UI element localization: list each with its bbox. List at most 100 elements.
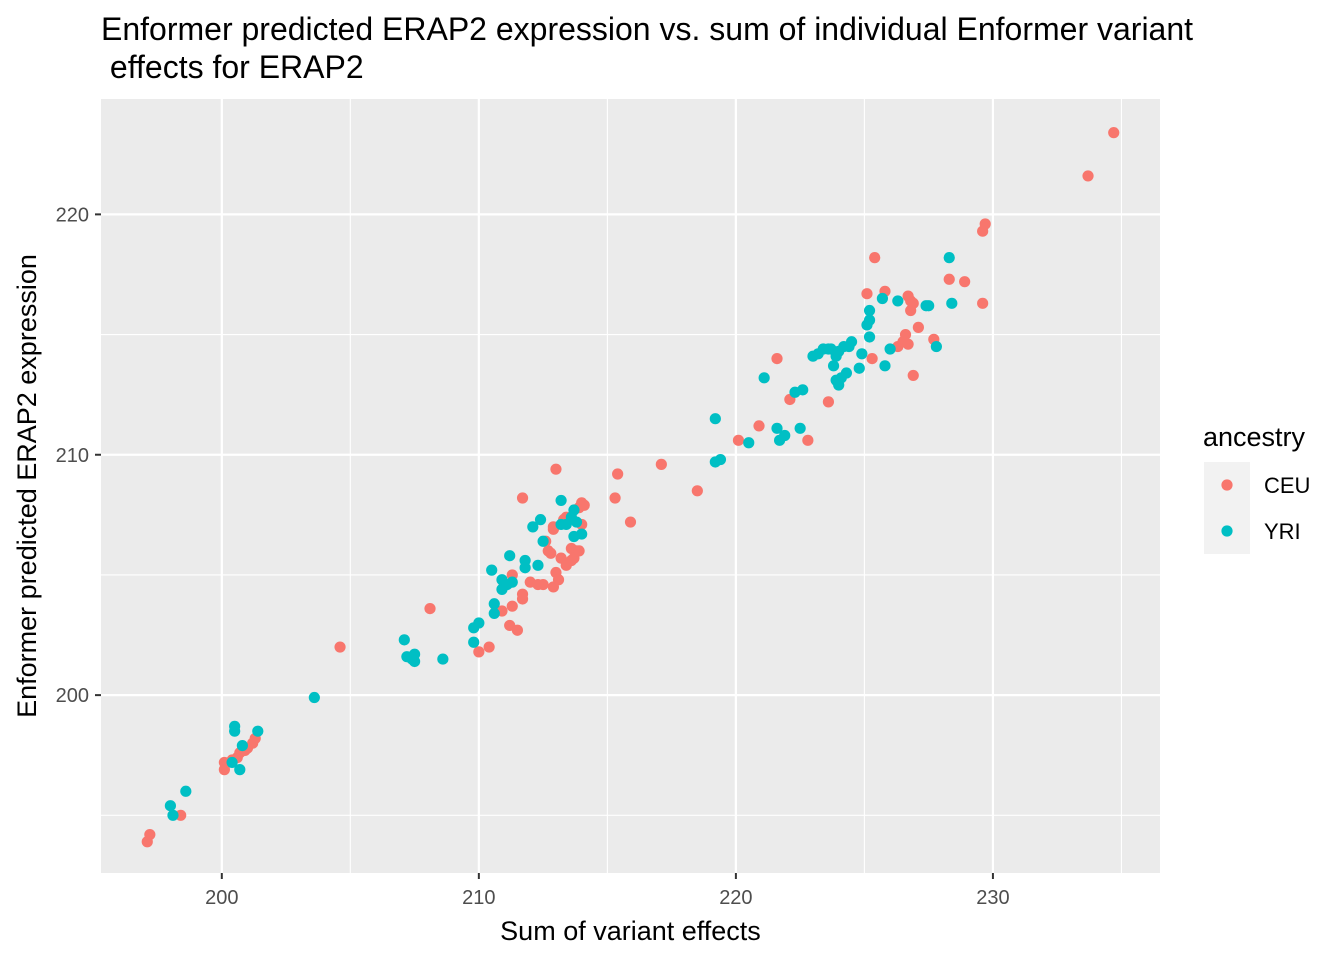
minor-gridlines bbox=[101, 99, 1160, 873]
x-tick-label: 210 bbox=[462, 887, 495, 909]
data-point-ceu bbox=[511, 624, 524, 636]
data-point-ceu bbox=[516, 492, 529, 504]
chart-title: Enformer predicted ERAP2 expression vs. … bbox=[101, 11, 1193, 85]
data-point-yri bbox=[856, 348, 868, 360]
data-point-yri bbox=[532, 559, 544, 571]
data-point-ceu bbox=[552, 574, 565, 586]
data-point-ceu bbox=[424, 602, 436, 615]
data-point-yri bbox=[892, 295, 904, 307]
data-point-yri bbox=[797, 384, 809, 396]
data-point-ceu bbox=[334, 641, 346, 653]
x-tick-label: 200 bbox=[205, 887, 238, 909]
data-point-yri bbox=[884, 343, 896, 355]
chart-title-line-1: Enformer predicted ERAP2 expression vs. … bbox=[101, 11, 1193, 47]
y-tick-label: 210 bbox=[56, 445, 89, 467]
data-point-ceu bbox=[473, 646, 485, 658]
y-tick-label: 220 bbox=[56, 204, 89, 226]
data-point-yri bbox=[408, 648, 421, 660]
legend-key-swatch bbox=[1221, 479, 1233, 491]
data-point-yri bbox=[863, 314, 876, 326]
data-point-ceu bbox=[550, 463, 562, 475]
x-axis-title: Sum of variant effects bbox=[500, 916, 761, 946]
data-point-yri bbox=[879, 360, 891, 372]
data-point-yri bbox=[576, 528, 588, 540]
series-yri-points bbox=[164, 252, 958, 821]
data-point-ceu bbox=[979, 218, 991, 230]
data-point-ceu bbox=[822, 396, 835, 408]
data-point-yri bbox=[229, 720, 241, 732]
data-point-yri bbox=[845, 336, 858, 348]
data-point-yri bbox=[504, 550, 516, 562]
legend-label-yri: YRI bbox=[1264, 519, 1301, 544]
data-points bbox=[141, 127, 1120, 848]
data-point-yri bbox=[943, 252, 955, 264]
data-point-ceu bbox=[624, 516, 637, 528]
data-point-yri bbox=[437, 653, 449, 665]
data-point-ceu bbox=[899, 328, 912, 341]
data-point-yri bbox=[743, 437, 755, 449]
major-gridlines bbox=[101, 99, 1160, 873]
data-point-yri bbox=[398, 634, 410, 646]
data-point-ceu bbox=[516, 588, 529, 600]
x-tick-label: 230 bbox=[976, 887, 1009, 909]
data-point-ceu bbox=[537, 578, 549, 591]
data-point-yri bbox=[570, 516, 583, 528]
data-point-ceu bbox=[545, 547, 557, 559]
data-point-yri bbox=[468, 636, 480, 648]
data-point-ceu bbox=[175, 809, 187, 821]
data-point-ceu bbox=[753, 420, 765, 432]
data-point-ceu bbox=[771, 353, 783, 365]
data-point-yri bbox=[506, 576, 518, 588]
data-point-ceu bbox=[907, 297, 919, 309]
data-point-ceu bbox=[861, 288, 873, 300]
data-point-yri bbox=[234, 764, 246, 776]
data-point-yri bbox=[827, 360, 840, 372]
data-point-ceu bbox=[959, 276, 971, 288]
data-point-ceu bbox=[144, 828, 156, 841]
data-point-ceu bbox=[691, 485, 703, 497]
data-point-ceu bbox=[1082, 170, 1094, 182]
data-point-ceu bbox=[912, 321, 924, 333]
data-point-ceu bbox=[578, 499, 590, 511]
data-point-yri bbox=[771, 422, 783, 434]
legend-label-ceu: CEU bbox=[1264, 473, 1310, 498]
data-point-yri bbox=[488, 607, 500, 619]
data-point-yri bbox=[226, 756, 238, 769]
data-point-yri bbox=[923, 300, 935, 312]
data-point-yri bbox=[758, 372, 770, 384]
data-point-yri bbox=[486, 564, 498, 576]
x-tick-label: 220 bbox=[719, 887, 752, 909]
data-point-yri bbox=[167, 809, 179, 821]
legend-item-ceu: CEU bbox=[1204, 462, 1310, 508]
data-point-ceu bbox=[902, 338, 914, 350]
data-point-yri bbox=[236, 740, 248, 752]
legend-item-yri: YRI bbox=[1204, 508, 1301, 554]
data-point-ceu bbox=[869, 252, 881, 264]
data-point-yri bbox=[164, 800, 177, 812]
data-point-ceu bbox=[506, 600, 518, 612]
data-point-yri bbox=[709, 413, 721, 425]
y-axis-ticks: 200 210 220 bbox=[56, 204, 101, 707]
data-point-yri bbox=[527, 521, 539, 533]
data-point-yri bbox=[876, 292, 888, 305]
data-point-yri bbox=[779, 429, 791, 442]
data-point-ceu bbox=[802, 434, 814, 446]
data-point-ceu bbox=[483, 641, 495, 653]
data-point-yri bbox=[180, 785, 192, 797]
data-point-yri bbox=[946, 297, 958, 309]
data-point-yri bbox=[568, 504, 580, 516]
legend-key-swatch bbox=[1221, 525, 1233, 537]
data-point-yri bbox=[863, 304, 876, 317]
chart-title-line-2: effects for ERAP2 bbox=[101, 49, 364, 85]
data-point-yri bbox=[930, 340, 942, 353]
legend-title: ancestry bbox=[1203, 422, 1306, 452]
data-point-yri bbox=[519, 554, 531, 567]
data-point-ceu bbox=[977, 297, 989, 309]
data-point-ceu bbox=[732, 434, 745, 446]
data-point-yri bbox=[840, 367, 853, 379]
data-point-ceu bbox=[1108, 127, 1120, 139]
data-point-ceu bbox=[655, 458, 667, 470]
data-point-ceu bbox=[609, 492, 621, 504]
data-point-ceu bbox=[943, 273, 955, 285]
